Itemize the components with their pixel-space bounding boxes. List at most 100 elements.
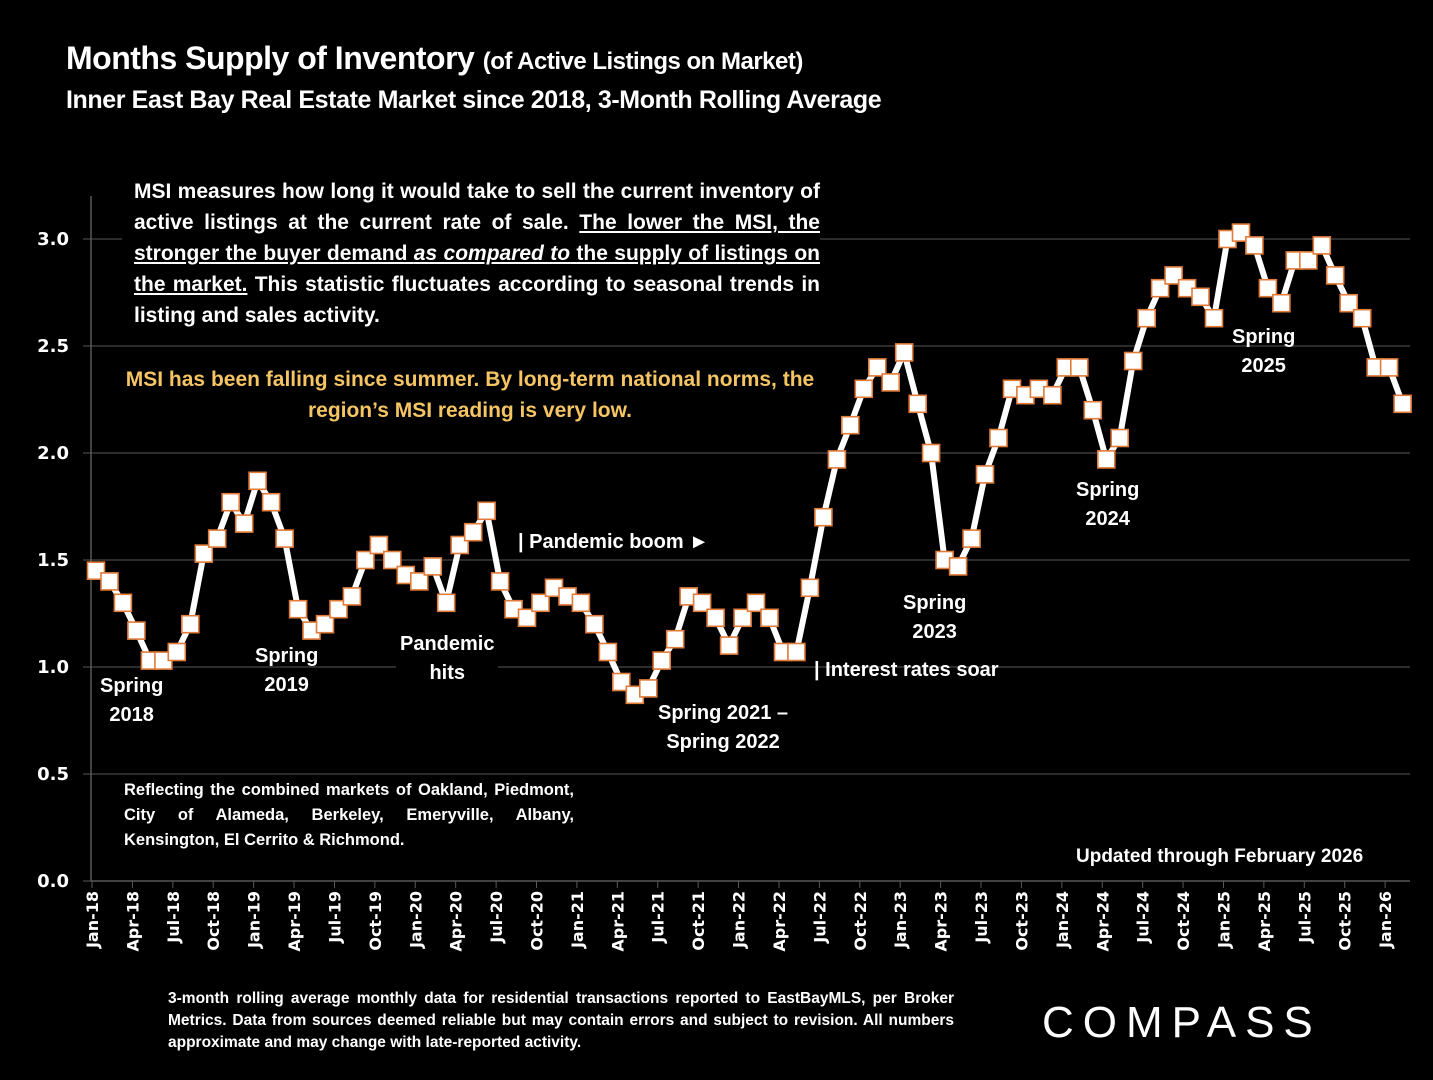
data-point-marker <box>1191 287 1210 307</box>
data-point-marker <box>760 608 779 628</box>
data-point-marker <box>1097 450 1116 469</box>
data-point-marker <box>248 471 267 491</box>
data-point-marker <box>1258 278 1278 298</box>
annotation-pandemic-hits: Pandemic hits <box>396 630 499 688</box>
chart-subtitle: Inner East Bay Real Estate Market since … <box>66 86 882 114</box>
data-point-marker <box>127 621 146 640</box>
data-point-marker <box>975 465 995 484</box>
x-tick-label: Jul-20 <box>487 891 506 944</box>
x-tick-label: Jan-24 <box>1053 891 1072 949</box>
description-text-2: This statistic fluctuates according to s… <box>134 273 820 327</box>
y-tick-label: 3.0 <box>37 229 69 250</box>
x-tick-label: Jul-19 <box>325 891 344 944</box>
x-tick-label: Apr-23 <box>932 891 951 952</box>
data-point-marker <box>1299 251 1318 270</box>
data-point-marker <box>962 529 981 548</box>
updated-through-label: Updated through February 2026 <box>1076 846 1364 867</box>
x-tick-label: Apr-24 <box>1093 891 1112 952</box>
data-point-marker <box>1325 266 1345 285</box>
data-point-marker <box>571 593 591 613</box>
data-point-marker <box>787 642 806 662</box>
y-tick-label: 0.5 <box>37 764 69 785</box>
description-underlined: The lower the MSI, the stronger the buye… <box>134 211 820 296</box>
x-tick-label: Oct-19 <box>366 891 385 951</box>
data-point-marker <box>463 522 483 542</box>
data-point-marker <box>477 501 496 521</box>
data-point-marker <box>1083 400 1103 420</box>
data-point-marker <box>840 415 860 435</box>
data-point-marker <box>746 593 766 613</box>
data-point-marker <box>585 614 604 634</box>
annotation-line: Spring <box>100 675 164 697</box>
x-tick-label: Apr-18 <box>123 891 142 952</box>
x-tick-label: Apr-25 <box>1255 891 1274 952</box>
x-tick-label: Apr-19 <box>285 891 304 952</box>
annotation-line: 2023 <box>912 621 957 643</box>
data-point-marker <box>908 394 928 414</box>
data-point-marker <box>1110 428 1129 448</box>
annotation-interest-rates: | Interest rates soar <box>814 659 999 681</box>
data-point-marker <box>665 629 685 649</box>
annotation-line: 2018 <box>109 704 154 726</box>
gridlines <box>91 238 1410 775</box>
annotation-spring-2025: Spring 2025 <box>1232 323 1295 381</box>
data-point-marker <box>921 443 941 463</box>
description-underlined-b: the supply of listings on the market. <box>134 242 820 296</box>
data-point-marker <box>342 587 362 606</box>
data-point-marker <box>490 572 510 591</box>
data-point-marker <box>1245 236 1264 255</box>
x-tick-label: Apr-22 <box>770 891 789 952</box>
data-point-marker <box>719 636 739 655</box>
data-point-marker <box>1070 358 1089 377</box>
data-point-marker <box>706 608 725 628</box>
annotation-line: Spring <box>1076 479 1140 501</box>
annotation-line: Spring <box>1232 326 1296 348</box>
data-point-marker <box>234 514 254 533</box>
x-tick-label: Oct-25 <box>1336 891 1355 951</box>
x-tick-label: Oct-18 <box>204 891 223 951</box>
axes <box>90 196 1410 882</box>
data-point-marker <box>382 550 402 570</box>
x-tick-label: Jan-21 <box>568 891 587 949</box>
data-point-marker <box>436 593 456 613</box>
x-tick-label: Jan-20 <box>406 891 425 949</box>
x-tick-label: Jan-23 <box>891 891 910 949</box>
x-tick-label: Jul-22 <box>810 891 829 944</box>
data-point-marker <box>167 642 187 662</box>
data-point-marker <box>1043 385 1062 405</box>
data-point-marker <box>517 608 537 628</box>
x-tick-label: Jul-24 <box>1134 891 1153 944</box>
data-point-marker <box>113 593 133 613</box>
data-point-marker <box>1137 308 1156 328</box>
x-tick-label: Jul-23 <box>972 891 991 944</box>
annotation-line: Spring <box>903 592 967 614</box>
x-tick-label: Jan-22 <box>730 891 749 949</box>
annotation-line: 2024 <box>1085 508 1130 530</box>
data-point-marker <box>409 572 429 591</box>
data-point-marker <box>356 550 375 570</box>
data-point-marker <box>315 614 335 634</box>
y-tick-label: 1.5 <box>37 550 69 571</box>
x-tick-label: Jan-18 <box>83 891 102 949</box>
x-tick-label: Jan-26 <box>1376 891 1395 949</box>
data-point-marker <box>288 599 308 619</box>
x-axis-ticks: Jan-18 Apr-18 Jul-18 Oct-18 Jan-19 Apr-19 Jul-… <box>83 881 1395 952</box>
y-tick-label: 1.0 <box>37 657 69 678</box>
x-tick-label: Jul-18 <box>164 891 183 944</box>
data-point-marker <box>1123 351 1143 371</box>
data-point-marker <box>854 379 874 399</box>
data-point-marker <box>827 450 847 469</box>
description-italic: as compared to <box>413 242 571 265</box>
annotation-line: Spring <box>255 645 319 667</box>
data-point-marker <box>1204 308 1224 328</box>
x-tick-label: Jan-25 <box>1214 891 1233 949</box>
x-tick-label: Oct-20 <box>528 891 547 951</box>
markets-note: Reflecting the combined markets of Oakla… <box>116 778 574 853</box>
data-point-marker <box>638 679 658 698</box>
data-point-marker <box>181 614 200 634</box>
annotation-line: Spring 2021 – <box>658 702 789 724</box>
annotation-line: hits <box>429 662 466 684</box>
x-tick-label: Oct-22 <box>851 891 870 951</box>
data-point-marker <box>1339 293 1358 313</box>
data-point-marker <box>261 492 281 512</box>
